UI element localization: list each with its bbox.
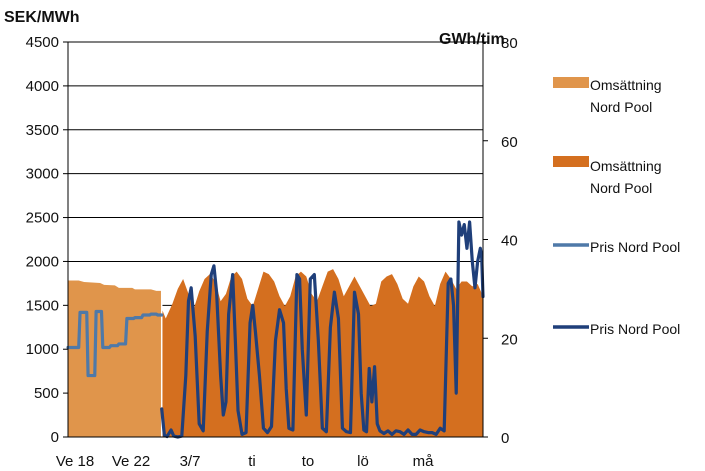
area-series-1 [68,280,162,437]
x-tick-label: ti [248,453,256,470]
axes: 0 500 1000 1500 2000 2500 3000 3500 4000 4500 0 20 4… [26,34,518,470]
right-tick-label: 40 [501,233,518,250]
x-tick-label: Ve 18 [56,453,94,470]
x-tick-label: Ve 22 [112,453,150,470]
right-axis-unit: GWh/tim [439,31,505,48]
x-tick-label: lö [357,453,369,470]
left-tick-label: 1000 [26,341,59,358]
legend: Omsättning Nord Pool Omsättning Nord Pool Pr… [553,77,680,337]
left-tick-label: 2000 [26,253,59,270]
legend-label-1: Omsättning [590,77,662,93]
left-tick-label: 0 [51,429,59,446]
line-series-4 [160,220,485,439]
line-series [66,220,485,439]
x-tick-label: 3/7 [180,453,201,470]
right-tick-label: 60 [501,134,518,151]
legend-label-2-line2: Nord Pool [590,180,652,196]
left-tick-label: 4500 [26,34,59,51]
left-axis-unit: SEK/MWh [4,9,80,26]
area-series-2 [161,269,484,437]
right-tick-label: 20 [501,331,518,348]
left-tick-label: 3500 [26,122,59,139]
line-series-3 [66,309,164,378]
left-tick-label: 4000 [26,78,59,95]
left-tick-label: 500 [34,385,59,402]
left-tick-label: 1500 [26,297,59,314]
legend-label-1-line2: Nord Pool [590,99,652,115]
left-tick-label: 2500 [26,210,59,227]
x-tick-label: må [413,453,434,470]
legend-label-4: Pris Nord Pool [590,321,680,337]
legend-swatch-1 [553,77,589,88]
x-tick-label: to [302,453,315,470]
right-tick-label: 0 [501,430,509,447]
left-tick-label: 3000 [26,166,59,183]
legend-label-2: Omsättning [590,158,662,174]
legend-swatch-2 [553,156,589,167]
legend-label-3: Pris Nord Pool [590,239,680,255]
right-tick-label: 80 [501,35,518,52]
